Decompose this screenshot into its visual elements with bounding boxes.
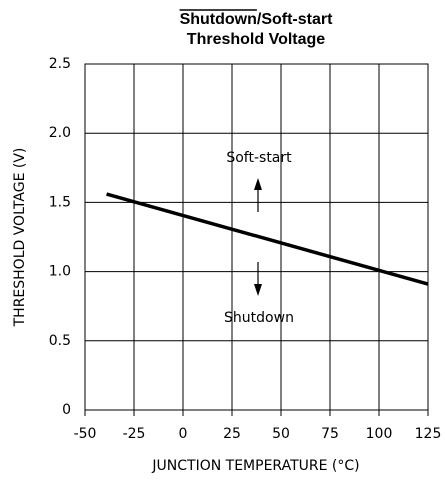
x-tick-label: 100 [366,426,393,442]
x-tick-label: -50 [74,426,97,442]
x-tick-label: 125 [415,426,442,442]
y-tick-label: 1.5 [49,194,71,210]
x-axis-label: JUNCTION TEMPERATURE (°C) [151,458,359,474]
arrow [254,178,262,212]
x-tick-label: 75 [321,426,339,442]
y-tick-label: 0 [62,402,71,418]
arrow [254,262,262,296]
x-tick-label: 25 [223,426,241,442]
chart-title: Shutdown/Soft-start [180,11,334,28]
data-line [106,192,429,286]
x-tick-label: 0 [179,426,188,442]
y-axis-label: THRESHOLD VOLTAGE (V) [12,148,28,328]
annotation: Shutdown [224,310,294,326]
chart-subtitle: Threshold Voltage [187,31,325,48]
x-tick-label: 50 [272,426,290,442]
x-tick-label: -25 [123,426,146,442]
annotation: Soft-start [226,150,292,166]
y-tick-label: 2.0 [49,125,71,141]
y-tick-label: 1.0 [49,264,71,280]
y-tick-label: 0.5 [49,333,71,349]
y-tick-label: 2.5 [49,56,71,72]
